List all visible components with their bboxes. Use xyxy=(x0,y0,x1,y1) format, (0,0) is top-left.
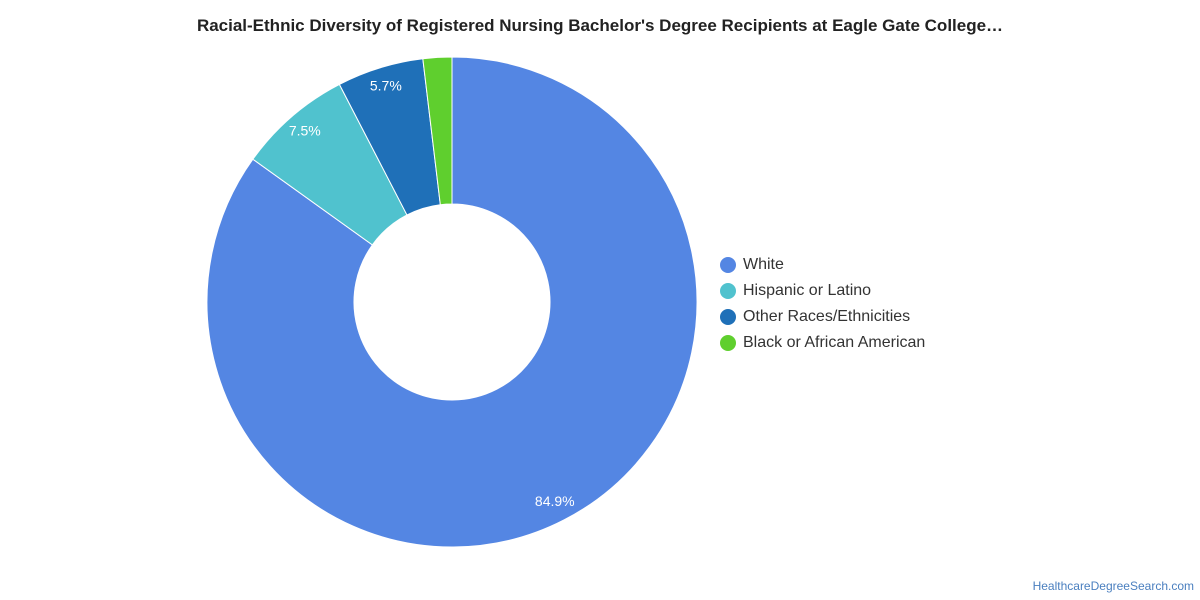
legend-item-white[interactable]: White xyxy=(720,252,925,278)
legend-swatch xyxy=(720,335,736,351)
legend-label: Other Races/Ethnicities xyxy=(743,308,911,325)
legend-label: White xyxy=(743,256,784,273)
legend-swatch xyxy=(720,309,736,325)
legend-swatch xyxy=(720,283,736,299)
slice-label-hispanic-or-latino: 7.5% xyxy=(289,123,321,139)
slice-label-other-races-ethnicities: 5.7% xyxy=(370,78,402,94)
legend-label: Hispanic or Latino xyxy=(743,282,872,299)
slice-label-white: 84.9% xyxy=(535,493,575,509)
legend-swatch xyxy=(720,257,736,273)
legend-item-other-races-ethnicities[interactable]: Other Races/Ethnicities xyxy=(720,304,925,330)
donut-slices xyxy=(206,56,698,548)
legend-item-black-or-african-american[interactable]: Black or African American xyxy=(720,330,925,356)
legend-item-hispanic-or-latino[interactable]: Hispanic or Latino xyxy=(720,278,925,304)
slice-labels: 84.9% 7.5% 5.7% xyxy=(289,78,575,509)
source-credit[interactable]: HealthcareDegreeSearch.com xyxy=(1032,579,1194,593)
slice-black-or-african-american[interactable] xyxy=(422,56,453,206)
legend-label: Black or African American xyxy=(743,334,926,351)
legend: White Hispanic or Latino Other Races/Ethni… xyxy=(720,252,925,356)
chart-title: Racial-Ethnic Diversity of Registered Nu… xyxy=(196,16,1004,35)
slice-white[interactable] xyxy=(206,56,698,548)
